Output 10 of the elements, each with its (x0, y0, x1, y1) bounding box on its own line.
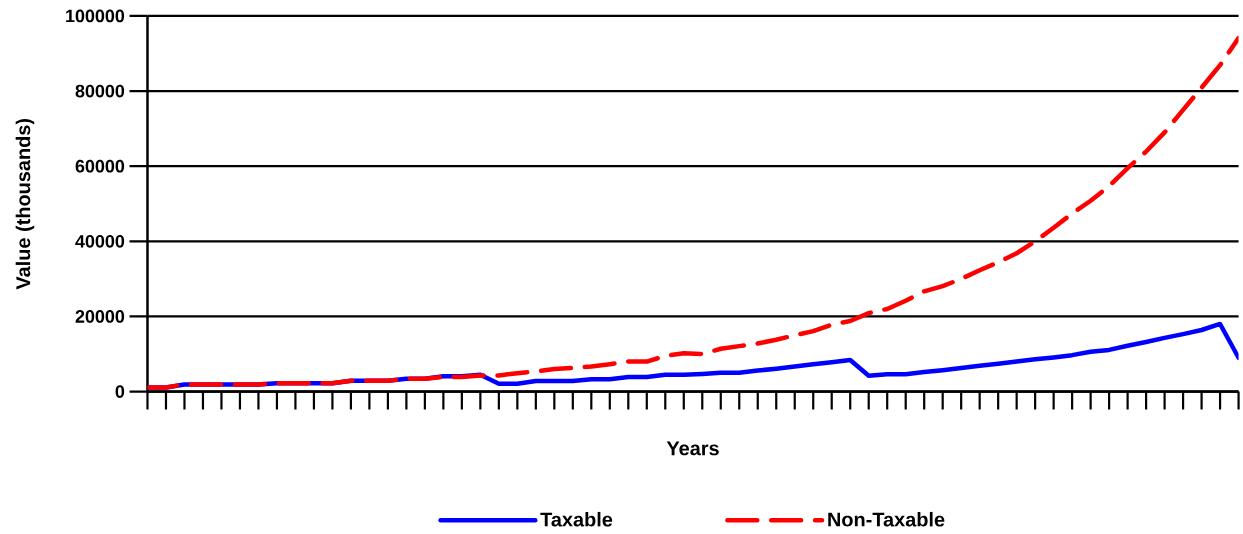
y-tick-label: 80000 (75, 84, 125, 98)
y-tick-label: 60000 (75, 160, 125, 173)
y-axis-title: Value (thousands) (15, 119, 35, 290)
legend-label: Taxable (540, 512, 613, 527)
y-tick-label: 40000 (75, 235, 125, 248)
x-axis-title: Years (666, 441, 719, 456)
y-tick-label: 100000 (66, 9, 125, 23)
legend-label: Non-Taxable (828, 512, 945, 527)
y-tick-label: 0 (115, 385, 125, 399)
y-tick-label: 20000 (75, 310, 125, 323)
